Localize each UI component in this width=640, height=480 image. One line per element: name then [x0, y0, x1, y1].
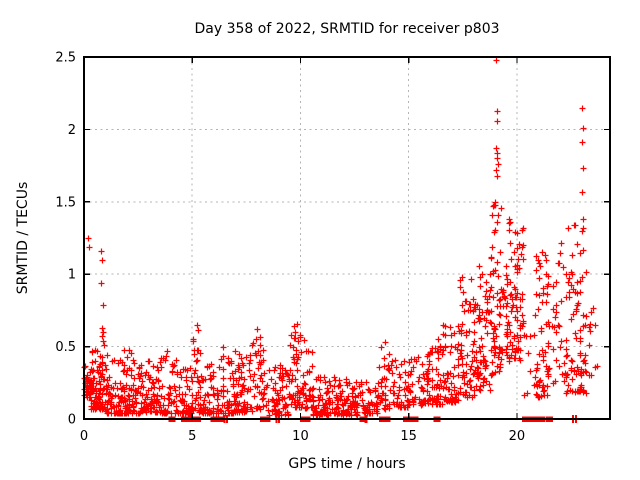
y-tick-label: 0.5: [55, 340, 76, 355]
x-axis-label: GPS time / hours: [288, 456, 405, 472]
y-tick-label: 1.5: [55, 195, 76, 210]
y-tick-label: 2: [68, 123, 76, 138]
y-axis-label: SRMTID / TECUs: [15, 182, 31, 295]
y-tick-label: 0: [68, 413, 76, 428]
grid-lines: [84, 57, 610, 419]
y-tick-label: 2.5: [55, 51, 76, 66]
plot-border: [83, 56, 611, 420]
plus-markers-path: [81, 57, 601, 419]
x-tick-label: 0: [80, 429, 88, 444]
scatter-points: [81, 57, 601, 419]
y-tick-label: 1: [68, 268, 76, 283]
x-tick-label: 10: [292, 429, 309, 444]
y-tick-labels: 0 0.5 1 1.5 2 2.5: [55, 51, 76, 428]
axis-tick-marks: [83, 56, 610, 420]
x-tick-label: 20: [509, 429, 526, 444]
x-tick-label: 15: [400, 429, 417, 444]
chart-title: Day 358 of 2022, SRMTID for receiver p80…: [194, 21, 499, 37]
x-tick-label: 5: [188, 429, 196, 444]
x-tick-labels: 0 5 10 15 20: [80, 429, 525, 444]
